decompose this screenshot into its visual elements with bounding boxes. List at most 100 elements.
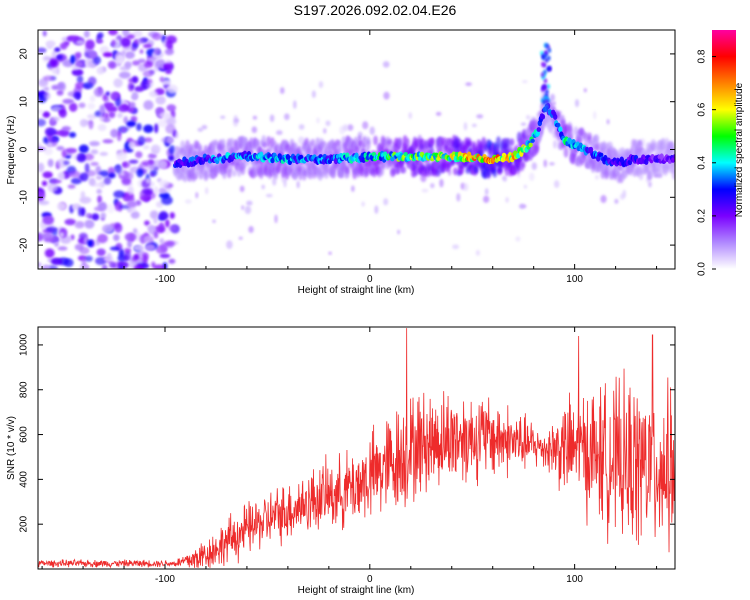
spectrogram-cell [429,137,435,145]
spectrogram-cell [351,185,355,192]
spectrogram-cell [43,237,55,243]
spectrogram-cell [397,137,403,146]
spectrogram-cell [133,264,144,269]
spectrogram-cell [528,172,535,182]
spectrogram-cell [275,130,283,136]
colorbar-tick-label: 0.2 [697,209,708,223]
spectrogram-cell [59,231,65,238]
spectrogram-cell [182,174,188,183]
spectrogram-cell [139,49,144,54]
spectrogram-cell [38,233,44,242]
spectrogram-cell [38,162,45,173]
spectrogram-cell [547,47,552,53]
spectrogram-cell [547,55,551,61]
spectrogram-cell [520,122,527,126]
spectrogram-cell [131,76,139,84]
spectrogram-cell [519,203,525,209]
spectrogram-cell [197,127,204,132]
spectrogram-cell [74,221,85,229]
spectrogram-cell [135,151,143,159]
spectrogram-cell [395,167,401,175]
spectrogram-cell [279,87,285,94]
spectrogram-cell [517,173,521,178]
spectrogram-cell [42,111,51,118]
spectrogram-cell [391,167,397,175]
spectrogram-cell [51,116,60,122]
spectrogram-cell [84,219,95,229]
spectrogram-cell [154,186,159,195]
spectrogram-cell [325,120,331,127]
spectrogram-cell [153,264,166,269]
spectrogram-cell [149,172,156,177]
spectrogram-cell [102,139,114,144]
spectrogram-cell [505,137,511,149]
spectrogram-cell [595,142,601,152]
spectrogram-cell [255,139,261,147]
snr-ytick-label: 600 [19,426,30,443]
spectrogram-cell [239,185,245,193]
spectrogram-cell [169,212,175,219]
spectrogram-cell [311,90,316,98]
snr-ytick-label: 1000 [19,333,30,356]
spectrogram-cell [361,201,365,207]
snr-frame [37,326,676,570]
spectrogram-cell [63,160,70,166]
spectrogram-cell [145,177,151,184]
spectrogram-cell [465,82,472,86]
spectrogram-cell [133,244,145,252]
spectrogram-cell [163,228,171,235]
spectrogram-cell [164,48,174,56]
spectrogram-cell [97,124,107,132]
spectrogram-cell [563,146,569,158]
spectrogram-cell [104,102,115,108]
spectrogram-cell [323,128,327,134]
spectrogram-cell [310,138,316,147]
spectrogram-cell [76,75,84,84]
spectrogram-cell [61,126,71,132]
spectrogram-cell [492,167,498,178]
spectrogram-cell [158,222,165,233]
spectrogram-cell [142,253,148,264]
spectrogram-cell [344,166,350,175]
spectrogram-cell [159,253,171,259]
spectrogram-cell [439,178,444,188]
spectrogram-cell [241,162,247,169]
spectrogram-cell [151,159,164,168]
spectrogram-cell [54,47,61,52]
spectrogram-cell [87,239,94,248]
spectrogram-cell [91,213,100,221]
spectrogram-cell [137,58,146,64]
spectrogram-cell [142,187,154,195]
spectrogram-cell [220,115,226,119]
spectrogram-cell [142,43,152,49]
spectrogram-cell [148,90,159,98]
spectrogram-cell [452,244,460,250]
spectrogram-cell [44,147,53,156]
spectrogram-cell [108,111,116,119]
colorbar: 0.0 0.2 0.4 0.6 0.8 Normalized spectral ampl… [697,30,745,276]
spectrogram-cell [87,76,97,86]
spectrogram-cell [316,117,320,124]
spectrogram-cell [120,37,131,48]
spectrogram-cell [337,144,343,153]
spectrogram-cell [105,91,111,97]
spectrogram-cell [143,124,154,134]
spectrogram-cell [151,32,163,41]
spectrogram-cell [121,161,131,169]
spectrogram-cell [38,262,42,268]
spectrogram-cell [135,200,142,206]
spectrogram-cell [205,187,209,195]
spectrogram-cell [71,68,84,77]
spectrogram-cell [113,190,125,199]
spectrogram-cell [541,53,545,59]
spectrogram-cell [126,120,137,127]
spectrogram-cell [142,79,152,84]
spectrogram-cell [347,124,354,131]
spectrogram-cell [231,169,237,177]
spectrogram-cell [545,89,549,95]
spectrogram-cell [102,52,114,58]
spectrogram-cell [79,172,89,182]
spectrogram-cell [38,200,50,206]
spectrogram-cell [672,154,675,159]
spectrogram-cell [122,30,130,37]
